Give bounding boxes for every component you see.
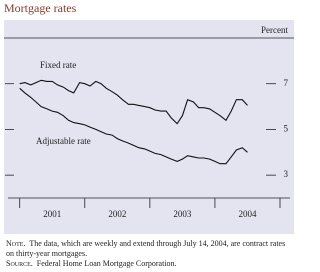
y-tick-label: 5: [284, 123, 289, 133]
chart: Mortgage rates Percent 3 5 7 2001 2002 2003 20…: [4, 1, 294, 234]
plot-background: [4, 20, 294, 234]
source: Source. Federal Home Loan Mortgage Corpo…: [6, 259, 294, 269]
series-label: Fixed rate: [40, 60, 76, 70]
series-line: [19, 87, 248, 165]
x-tick-label: 2003: [173, 209, 192, 219]
page: {"chart_data": {"type": "line", "title":…: [4, 0, 294, 269]
x-tick-label: 2002: [108, 209, 126, 219]
y-tick-label: 3: [284, 169, 289, 179]
x-tick-label: 2001: [43, 209, 61, 219]
source-text: Federal Home Loan Mortgage Corporation.: [36, 259, 177, 268]
source-label: Source.: [6, 259, 33, 268]
x-tick-label: 2004: [238, 209, 257, 219]
chart-title: Mortgage rates: [4, 1, 77, 15]
series-line: [19, 79, 248, 125]
y-axis-label: Percent: [261, 25, 288, 35]
note-text: The data, which are weekly and extend th…: [6, 239, 286, 258]
y-tick-label: 7: [284, 78, 289, 88]
note-label: Note.: [6, 239, 26, 248]
note: Note. The data, which are weekly and ext…: [6, 239, 294, 259]
notes: Note. The data, which are weekly and ext…: [6, 239, 294, 269]
series-label: Adjustable rate: [36, 136, 91, 146]
